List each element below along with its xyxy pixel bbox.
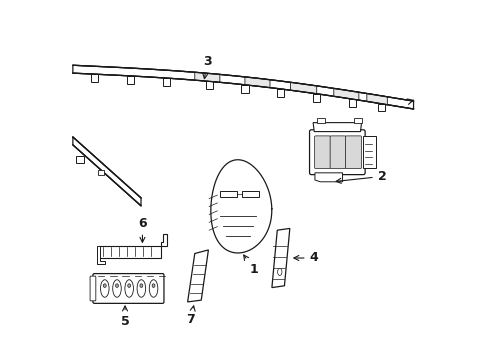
FancyBboxPatch shape (126, 76, 134, 84)
Polygon shape (220, 192, 237, 197)
Ellipse shape (128, 284, 131, 287)
Polygon shape (245, 77, 270, 87)
FancyBboxPatch shape (330, 136, 346, 168)
FancyBboxPatch shape (363, 136, 375, 168)
FancyBboxPatch shape (205, 81, 213, 89)
Polygon shape (291, 82, 317, 94)
Ellipse shape (125, 280, 133, 297)
FancyBboxPatch shape (93, 274, 164, 303)
FancyBboxPatch shape (310, 130, 365, 175)
FancyBboxPatch shape (349, 99, 356, 107)
Polygon shape (211, 160, 272, 253)
Text: 2: 2 (336, 170, 387, 183)
FancyBboxPatch shape (277, 89, 285, 97)
FancyBboxPatch shape (91, 74, 98, 82)
FancyBboxPatch shape (90, 276, 96, 301)
Ellipse shape (278, 268, 282, 275)
Polygon shape (243, 192, 259, 197)
FancyBboxPatch shape (98, 170, 104, 175)
Ellipse shape (137, 280, 146, 297)
FancyBboxPatch shape (317, 118, 324, 123)
Polygon shape (315, 173, 343, 182)
FancyBboxPatch shape (242, 85, 248, 93)
Text: 5: 5 (121, 306, 129, 328)
Polygon shape (188, 250, 208, 302)
Ellipse shape (116, 284, 119, 287)
Text: 1: 1 (244, 255, 258, 276)
Polygon shape (313, 123, 362, 132)
Polygon shape (73, 137, 141, 206)
Polygon shape (97, 246, 105, 264)
Ellipse shape (152, 284, 155, 287)
Text: 6: 6 (138, 216, 147, 242)
FancyBboxPatch shape (99, 246, 161, 258)
Ellipse shape (140, 284, 143, 287)
FancyBboxPatch shape (378, 104, 385, 112)
Text: 4: 4 (294, 252, 318, 265)
FancyBboxPatch shape (163, 78, 170, 86)
Ellipse shape (149, 280, 158, 297)
Ellipse shape (100, 280, 109, 297)
FancyBboxPatch shape (354, 118, 362, 123)
Ellipse shape (103, 284, 106, 287)
Ellipse shape (113, 280, 121, 297)
Polygon shape (367, 94, 387, 105)
FancyBboxPatch shape (313, 94, 320, 102)
Polygon shape (161, 234, 167, 246)
Polygon shape (334, 88, 359, 100)
Text: 3: 3 (203, 55, 212, 78)
Polygon shape (272, 228, 290, 288)
Polygon shape (73, 65, 414, 109)
Text: 7: 7 (187, 306, 195, 327)
FancyBboxPatch shape (315, 136, 330, 168)
Polygon shape (195, 72, 220, 82)
FancyBboxPatch shape (345, 136, 362, 168)
FancyBboxPatch shape (76, 157, 84, 163)
